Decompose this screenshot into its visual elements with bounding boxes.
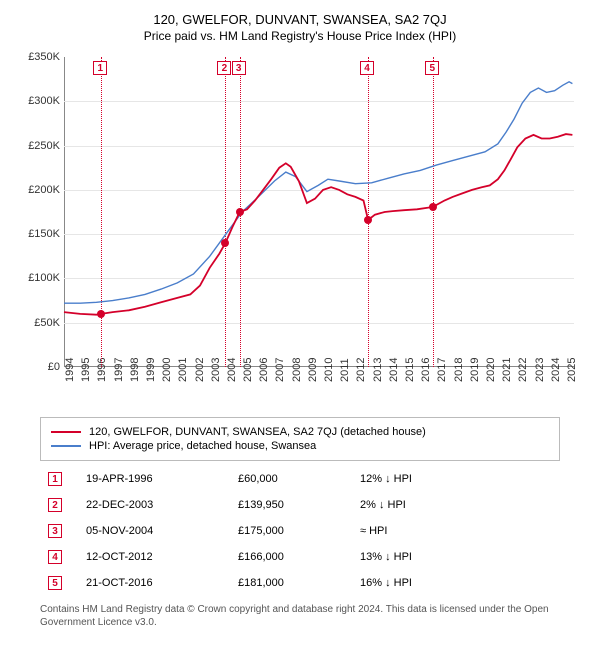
x-tick-label: 2024 (550, 368, 562, 382)
x-tick-label: 2021 (501, 368, 513, 382)
sale-delta: 2% ↓ HPI (354, 493, 558, 517)
x-tick-label: 2010 (323, 368, 335, 382)
x-tick-label: 2003 (210, 368, 222, 382)
table-row: 4 12-OCT-2012£166,00013% ↓ HPI (42, 545, 558, 569)
x-tick-label: 2009 (307, 368, 319, 382)
sale-marker-cell: 4 (48, 550, 62, 564)
sale-marker: 5 (425, 61, 439, 75)
hpi-line (64, 82, 572, 303)
y-tick-label: £100K (20, 272, 60, 284)
x-tick-label: 1995 (80, 368, 92, 382)
chart-area: £0 £50K £100K £150K £200K £250K £300K £350K 199… (20, 51, 580, 411)
y-tick-label: £350K (20, 51, 60, 63)
sale-dot (221, 239, 229, 247)
sale-date: 21-OCT-2016 (80, 571, 230, 595)
sales-table: 1 19-APR-1996£60,00012% ↓ HPI 2 22-DEC-2003… (40, 465, 560, 597)
sale-price: £181,000 (232, 571, 352, 595)
y-tick-label: £0 (20, 361, 60, 373)
sale-marker-cell: 3 (48, 524, 62, 538)
y-tick-label: £200K (20, 184, 60, 196)
y-tick-label: £150K (20, 228, 60, 240)
chart-title: 120, GWELFOR, DUNVANT, SWANSEA, SA2 7QJ (8, 12, 592, 27)
x-tick-label: 1996 (96, 368, 108, 382)
property-line (64, 134, 572, 315)
sale-date: 12-OCT-2012 (80, 545, 230, 569)
chart-subtitle: Price paid vs. HM Land Registry's House … (8, 29, 592, 43)
sale-marker-cell: 5 (48, 576, 62, 590)
sale-dot (236, 208, 244, 216)
x-tick-label: 2019 (469, 368, 481, 382)
x-tick-label: 2022 (517, 368, 529, 382)
x-tick-label: 2001 (177, 368, 189, 382)
sale-price: £139,950 (232, 493, 352, 517)
y-tick-label: £300K (20, 95, 60, 107)
sale-dot (429, 203, 437, 211)
sale-price: £60,000 (232, 467, 352, 491)
table-row: 1 19-APR-1996£60,00012% ↓ HPI (42, 467, 558, 491)
sale-delta: 12% ↓ HPI (354, 467, 558, 491)
footnote: Contains HM Land Registry data © Crown c… (40, 603, 560, 629)
x-tick-label: 2018 (453, 368, 465, 382)
sale-marker-cell: 2 (48, 498, 62, 512)
legend-item-property: 120, GWELFOR, DUNVANT, SWANSEA, SA2 7QJ … (51, 426, 549, 438)
x-tick-label: 2013 (372, 368, 384, 382)
x-tick-label: 2007 (274, 368, 286, 382)
legend-label-hpi: HPI: Average price, detached house, Swan… (89, 440, 316, 452)
x-tick-label: 2008 (291, 368, 303, 382)
x-tick-label: 2015 (404, 368, 416, 382)
sale-price: £175,000 (232, 519, 352, 543)
x-tick-label: 2011 (339, 368, 351, 382)
legend-swatch-property (51, 431, 81, 433)
x-tick-label: 2017 (436, 368, 448, 382)
table-row: 5 21-OCT-2016£181,00016% ↓ HPI (42, 571, 558, 595)
x-tick-label: 2020 (485, 368, 497, 382)
sale-delta: 16% ↓ HPI (354, 571, 558, 595)
sale-date: 05-NOV-2004 (80, 519, 230, 543)
x-tick-label: 2014 (388, 368, 400, 382)
table-row: 2 22-DEC-2003£139,9502% ↓ HPI (42, 493, 558, 517)
legend-item-hpi: HPI: Average price, detached house, Swan… (51, 440, 549, 452)
x-tick-label: 2025 (566, 368, 578, 382)
sale-marker: 2 (217, 61, 231, 75)
sale-date: 19-APR-1996 (80, 467, 230, 491)
plot-svg (64, 57, 574, 367)
x-tick-label: 1999 (145, 368, 157, 382)
x-tick-label: 2000 (161, 368, 173, 382)
x-tick-label: 1994 (64, 368, 76, 382)
x-tick-label: 2016 (420, 368, 432, 382)
sale-marker: 1 (93, 61, 107, 75)
x-tick-label: 1998 (129, 368, 141, 382)
sale-delta: ≈ HPI (354, 519, 558, 543)
y-tick-label: £50K (20, 317, 60, 329)
sale-marker: 4 (360, 61, 374, 75)
x-tick-label: 2012 (355, 368, 367, 382)
x-tick-label: 2002 (194, 368, 206, 382)
legend-swatch-hpi (51, 445, 81, 447)
sale-price: £166,000 (232, 545, 352, 569)
x-tick-label: 1997 (113, 368, 125, 382)
sale-date: 22-DEC-2003 (80, 493, 230, 517)
x-tick-label: 2004 (226, 368, 238, 382)
legend: 120, GWELFOR, DUNVANT, SWANSEA, SA2 7QJ … (40, 417, 560, 461)
x-tick-label: 2005 (242, 368, 254, 382)
x-tick-label: 2023 (534, 368, 546, 382)
sale-marker: 3 (232, 61, 246, 75)
y-tick-label: £250K (20, 140, 60, 152)
sale-dot (97, 310, 105, 318)
table-row: 3 05-NOV-2004£175,000≈ HPI (42, 519, 558, 543)
sale-delta: 13% ↓ HPI (354, 545, 558, 569)
legend-label-property: 120, GWELFOR, DUNVANT, SWANSEA, SA2 7QJ … (89, 426, 426, 438)
x-tick-label: 2006 (258, 368, 270, 382)
sale-dot (364, 216, 372, 224)
sale-marker-cell: 1 (48, 472, 62, 486)
